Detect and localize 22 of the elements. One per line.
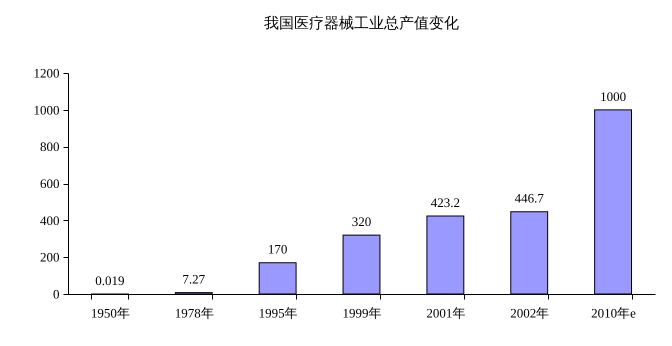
data-label: 170	[268, 242, 288, 257]
y-tick-label: 200	[40, 250, 60, 265]
x-tick-label: 2001年	[426, 306, 466, 320]
data-label: 0.019	[95, 272, 125, 288]
y-tick-label: 600	[40, 176, 60, 191]
x-tick-label: 2010年e	[591, 306, 636, 320]
y-tick-label: 400	[40, 212, 60, 228]
x-tick-label: 2002年	[510, 306, 550, 320]
x-tick-label: 1999年	[342, 306, 382, 320]
x-tick-label: 1950年	[90, 306, 130, 320]
y-tick-label: 1000	[34, 102, 60, 118]
x-tick-label: 1995年	[258, 306, 298, 320]
y-tick-label: 800	[40, 139, 60, 154]
data-label: 1000	[600, 88, 626, 104]
x-tick-label: 1978年	[174, 306, 214, 320]
data-label: 7.27	[182, 272, 206, 287]
data-label: 320	[352, 214, 372, 230]
data-label: 423.2	[430, 195, 460, 210]
y-tick-label: 1200	[34, 66, 60, 80]
chart-title: 我国医疗器械工业总产值变化	[264, 15, 459, 32]
y-tick-label: 0	[53, 286, 60, 302]
data-label: 446.7	[514, 190, 544, 206]
